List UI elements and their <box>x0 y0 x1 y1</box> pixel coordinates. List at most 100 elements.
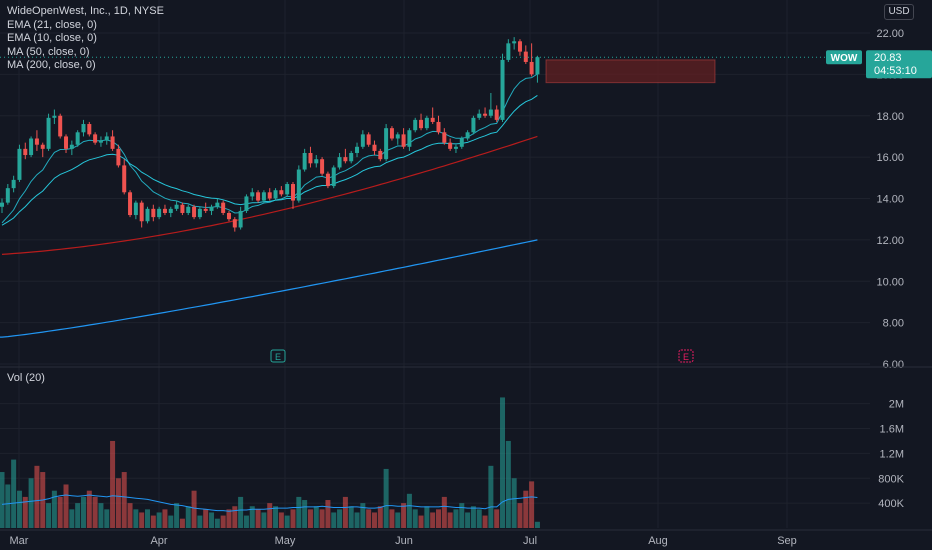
time-tick-label: Jun <box>395 535 413 547</box>
candle-body <box>128 192 133 216</box>
volume-bar <box>197 515 203 528</box>
volume-bar <box>354 512 360 528</box>
volume-bar <box>249 506 255 528</box>
candle-body <box>378 150 383 160</box>
volume-bar <box>174 503 180 528</box>
candle-body <box>221 202 226 213</box>
time-tick-label: May <box>275 535 296 547</box>
volume-bar <box>127 503 133 528</box>
volume-bar <box>5 484 11 528</box>
volume-bar <box>34 465 40 528</box>
volume-bar <box>389 509 395 528</box>
volume-bar <box>133 509 139 528</box>
candle-body <box>104 136 109 141</box>
volume-bar <box>290 509 296 528</box>
candle-body <box>477 113 482 118</box>
candle-body <box>215 202 220 207</box>
candle-body <box>366 134 371 145</box>
volume-bar <box>482 515 488 528</box>
currency-button[interactable]: USD <box>884 4 914 20</box>
candle-body <box>360 134 365 147</box>
volume-bar <box>16 490 22 528</box>
candle-body <box>52 115 57 118</box>
volume-bar <box>534 521 540 528</box>
volume-bar <box>232 506 238 528</box>
candle-body <box>314 159 319 164</box>
volume-tick-label: 2M <box>889 399 904 411</box>
candle-body <box>384 128 389 160</box>
volume-bar <box>220 515 226 528</box>
candle-body <box>389 128 394 139</box>
candle-body <box>168 208 173 213</box>
candle-body <box>250 192 255 197</box>
candle-body <box>453 146 458 149</box>
candle-body <box>139 202 144 222</box>
candle-body <box>244 196 249 211</box>
volume-bar <box>348 506 354 528</box>
candle-body <box>151 208 156 218</box>
earnings-icon[interactable] <box>270 349 286 363</box>
volume-bar <box>412 509 418 528</box>
candle-body <box>355 146 360 153</box>
legend-ema10[interactable]: EMA (10, close, 0) <box>7 32 97 44</box>
candle-body <box>494 109 499 120</box>
legend-ema21[interactable]: EMA (21, close, 0) <box>7 18 97 31</box>
candle-body <box>122 165 127 193</box>
price-zone-box <box>545 59 716 84</box>
earnings-icon[interactable] <box>678 349 694 363</box>
candle-body <box>302 152 307 170</box>
candle-body <box>192 206 197 218</box>
volume-bar <box>284 515 290 528</box>
volume-tick-label: 1.6M <box>880 424 904 436</box>
volume-bar <box>110 440 116 528</box>
candle-body <box>471 117 476 133</box>
chart-legend: WideOpenWest, Inc., 1D, NYSE EMA (21, cl… <box>7 5 164 73</box>
volume-bar <box>267 503 273 528</box>
volume-bar <box>162 509 168 528</box>
volume-bar <box>150 515 156 528</box>
candle-body <box>279 190 284 195</box>
ema21-line <box>1 94 538 226</box>
price-tick-label: 14.00 <box>876 194 904 206</box>
symbol-tag-bg <box>826 50 862 65</box>
candle-body <box>209 206 214 211</box>
volume-legend[interactable]: Vol (20) <box>7 372 45 384</box>
volume-bar <box>80 496 86 528</box>
volume-bar <box>255 509 261 528</box>
volume-bar <box>383 468 389 528</box>
candle-body <box>517 41 522 52</box>
legend-ma200[interactable]: MA (200, close, 0) <box>7 59 96 71</box>
candle-body <box>145 208 150 222</box>
volume-bar <box>500 397 506 528</box>
volume-bar <box>395 512 401 528</box>
volume-bar <box>360 503 366 528</box>
candle-body <box>512 41 517 44</box>
volume-bar <box>313 506 319 528</box>
candle-body <box>238 210 243 228</box>
candle-body <box>81 124 86 133</box>
volume-bar <box>203 509 209 528</box>
earnings-icon-label: E <box>683 352 689 362</box>
volume-bar <box>436 509 441 528</box>
candle-body <box>58 115 63 137</box>
legend-ma50[interactable]: MA (50, close, 0) <box>7 45 90 58</box>
volume-bar <box>511 478 517 528</box>
candle-body <box>349 152 354 162</box>
candle-body <box>296 169 301 201</box>
candle-body <box>40 144 45 149</box>
candle-body <box>308 152 313 164</box>
price-tick-label: 18.00 <box>876 111 904 123</box>
candle-body <box>180 204 185 213</box>
volume-bar <box>185 506 191 528</box>
time-tick-label: Mar <box>10 535 29 547</box>
volume-bar <box>156 512 162 528</box>
candle-body <box>401 134 406 147</box>
candle-body <box>372 144 377 151</box>
candle-body <box>529 61 534 75</box>
volume-bar <box>273 506 279 528</box>
volume-bar <box>453 509 459 528</box>
candle-body <box>424 117 429 129</box>
volume-bar <box>261 512 267 528</box>
volume-bar <box>145 509 150 528</box>
